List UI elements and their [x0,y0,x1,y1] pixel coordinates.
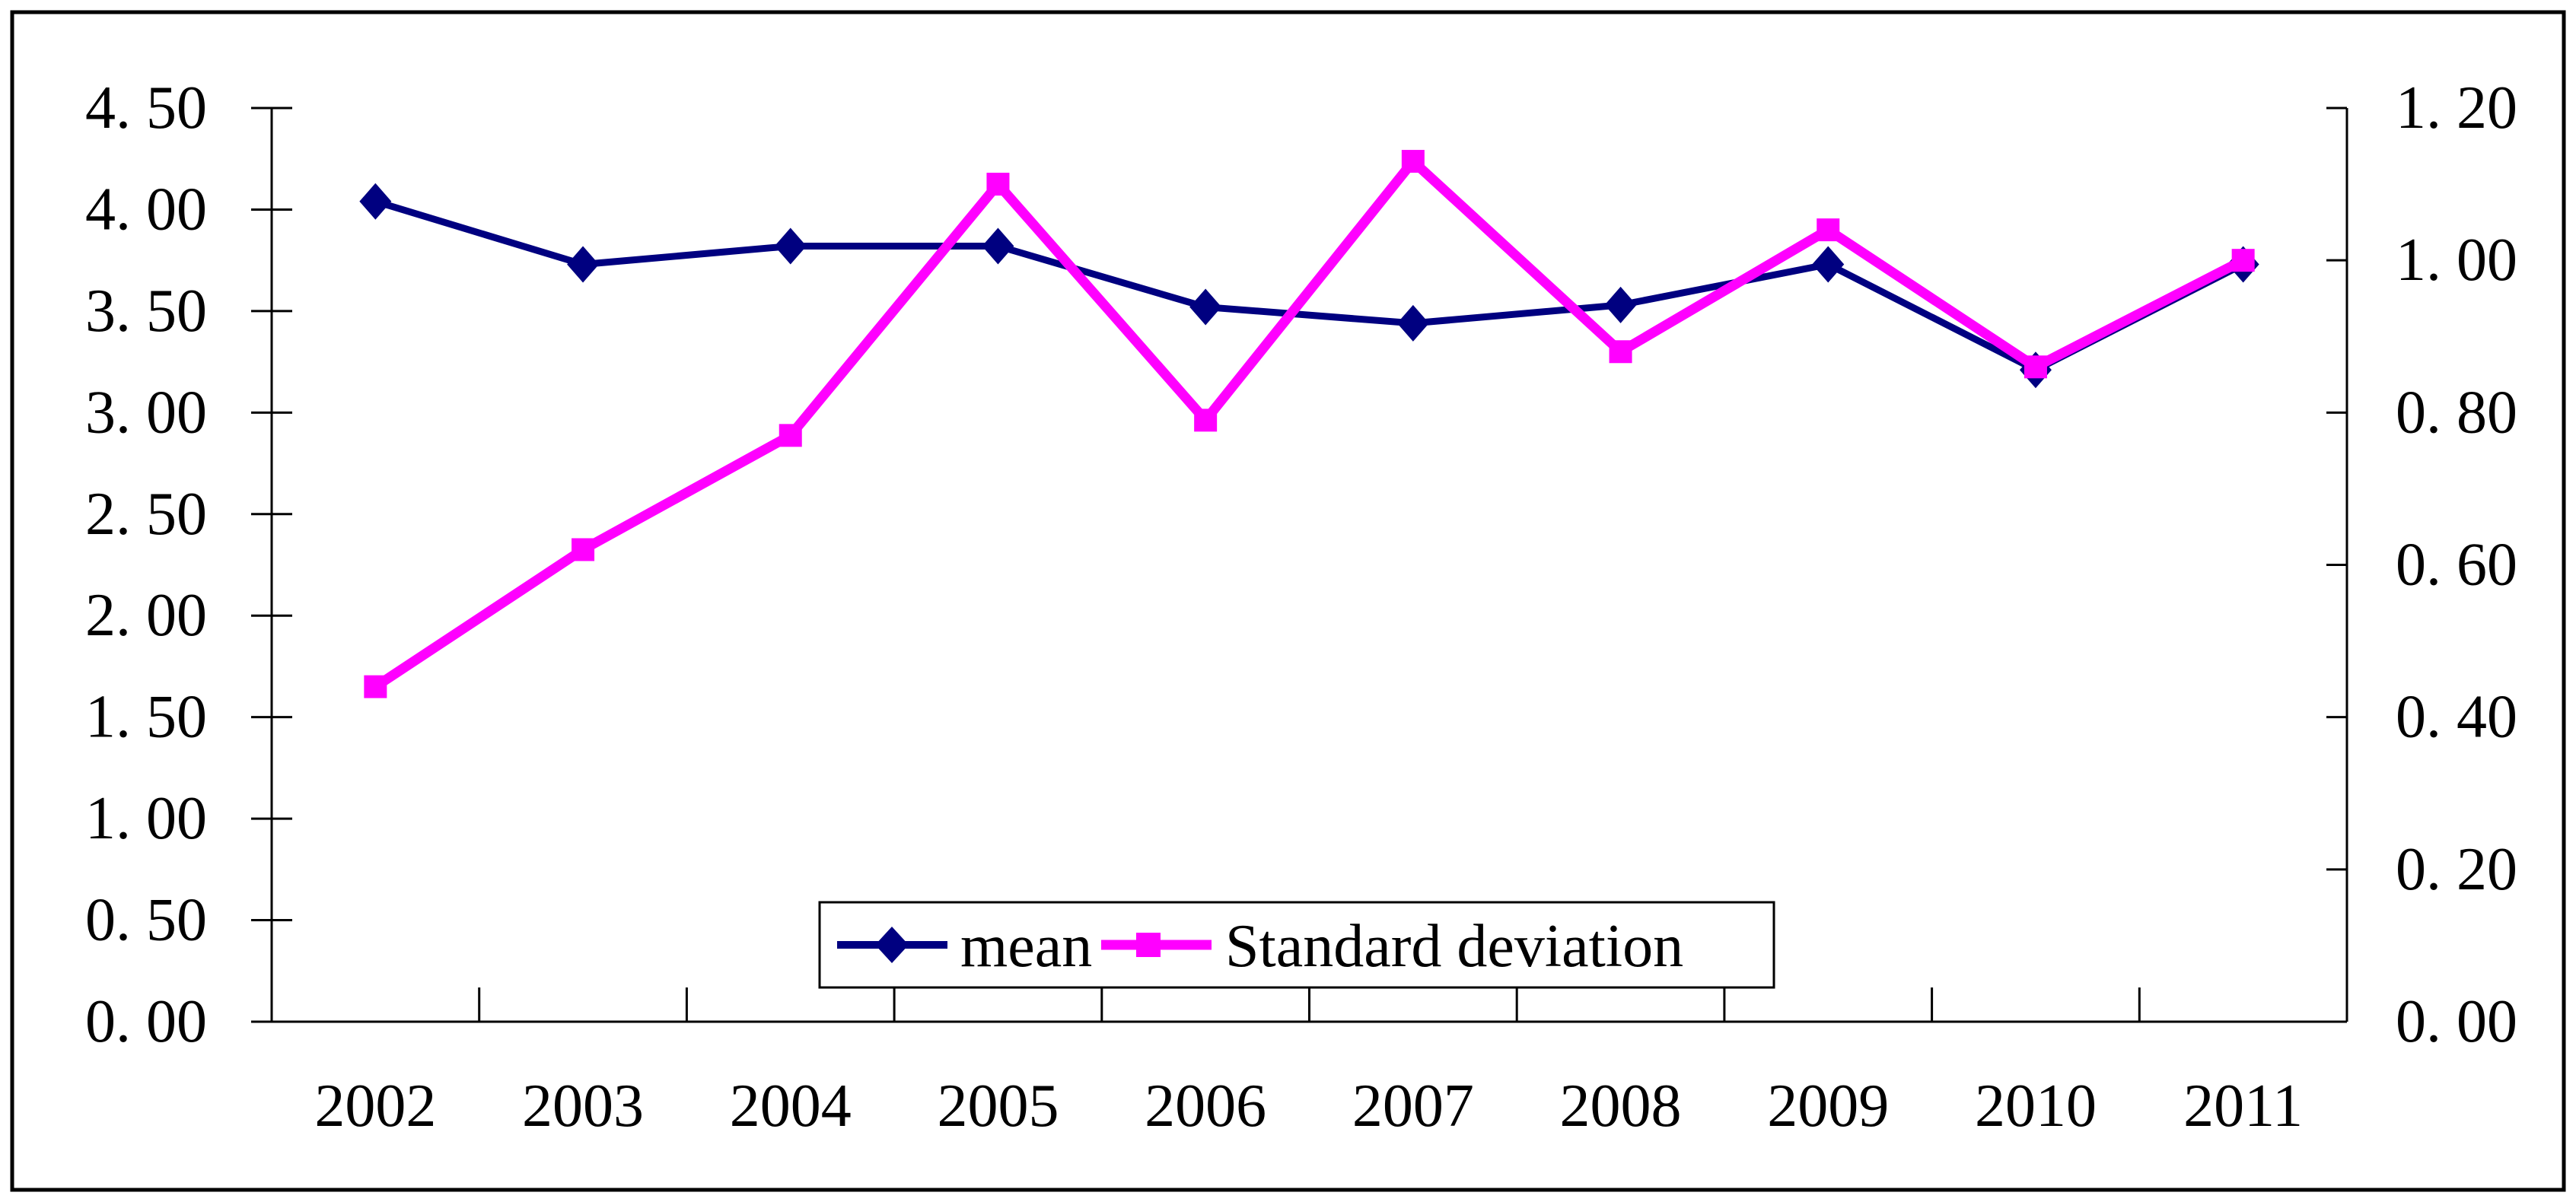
left-axis-tick-label: 4. 50 [85,75,207,142]
mean-series-marker [1396,304,1429,342]
left-axis-tick-label: 1. 50 [85,684,207,751]
x-axis-tick-label: 2006 [1145,1073,1266,1140]
x-axis-tick-label: 2004 [730,1073,852,1140]
x-axis-tick-label: 2011 [2183,1073,2303,1140]
right-axis-tick-label: 1. 20 [2396,75,2517,142]
sd-series-marker [572,538,595,561]
sd-series-marker [1609,340,1632,364]
sd-series-marker [1401,150,1425,173]
mean-series-marker [359,183,392,220]
legend-sd-marker [1136,933,1161,957]
left-axis-tick-label: 0. 50 [85,887,207,954]
x-axis-tick-label: 2007 [1352,1073,1474,1140]
left-axis-tick-label: 0. 00 [85,988,207,1055]
left-axis-tick-label: 1. 00 [85,785,207,852]
mean-series-marker [1189,288,1222,326]
sd-series-marker [779,424,802,447]
x-axis-tick-label: 2009 [1767,1073,1889,1140]
sd-series-marker [364,675,387,698]
sd-series-marker [1194,409,1218,432]
right-axis-tick-label: 0. 20 [2396,836,2517,903]
sd-series-marker [1817,218,1840,242]
right-axis-tick-label: 0. 40 [2396,684,2517,751]
mean-series-marker [1604,286,1637,323]
figure-border [10,10,2566,1192]
sd-series-line [372,154,2246,692]
x-axis-tick-label: 2003 [522,1073,644,1140]
left-axis-tick-label: 3. 50 [85,278,207,345]
left-axis-tick-label: 2. 00 [85,582,207,649]
right-axis-tick-label: 0. 00 [2396,988,2517,1055]
legend-item-sd-label: Standard deviation [1225,913,1683,980]
mean-series-marker [1812,246,1845,283]
legend-box [818,901,1775,989]
mean-series-marker [982,227,1014,265]
x-axis-tick-label: 2005 [937,1073,1059,1140]
left-axis-tick-label: 4. 00 [85,176,207,243]
sd-series-marker [2231,249,2255,272]
x-axis-tick-label: 2010 [1975,1073,2097,1140]
right-axis-tick-label: 0. 60 [2396,532,2517,599]
mean-series-line [374,198,2245,374]
x-axis-tick-label: 2002 [314,1073,436,1140]
right-axis-tick-label: 1. 00 [2396,227,2517,294]
mean-series-marker [567,246,600,283]
right-axis-tick-label: 0. 80 [2396,379,2517,446]
mean-series-marker [774,227,807,265]
legend-mean-marker [875,927,909,963]
legend-item-mean-label: mean [960,913,1092,980]
sd-series-marker [986,173,1010,196]
left-axis-tick-label: 3. 00 [85,379,207,446]
left-axis-tick-label: 2. 50 [85,481,207,548]
x-axis-tick-label: 2008 [1560,1073,1682,1140]
sd-series-marker [2024,355,2047,379]
